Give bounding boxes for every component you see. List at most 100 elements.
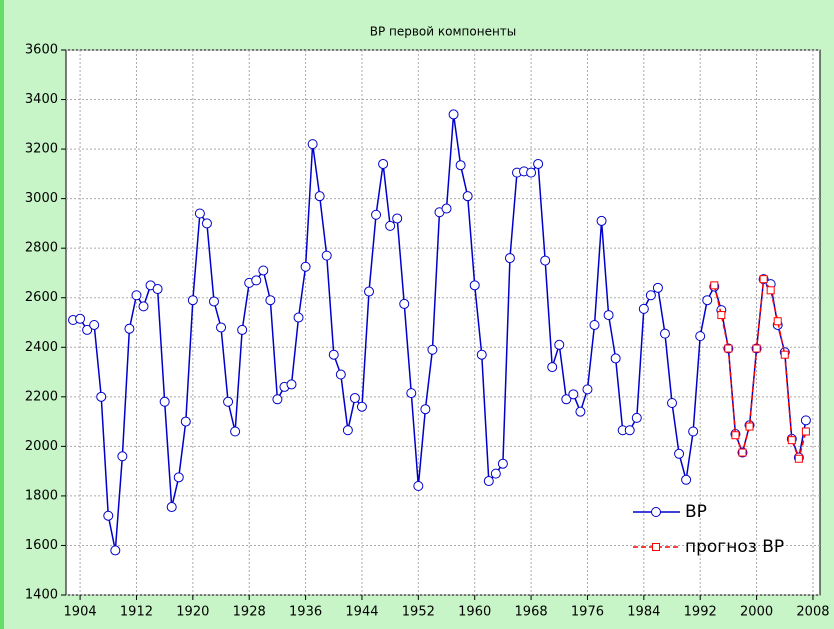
data-point xyxy=(533,158,544,169)
data-point xyxy=(216,322,227,333)
x-tick-label: 1912 xyxy=(120,605,153,620)
data-point xyxy=(131,290,142,301)
data-point xyxy=(547,362,558,373)
x-tick-label: 2008 xyxy=(796,605,829,620)
data-point xyxy=(794,454,803,463)
y-tick-label: 3400 xyxy=(25,92,58,107)
data-point xyxy=(681,474,692,485)
y-tick-label: 1600 xyxy=(25,538,58,553)
data-point xyxy=(314,191,325,202)
data-point xyxy=(138,301,149,312)
data-point xyxy=(702,295,713,306)
data-point xyxy=(166,502,177,513)
data-point xyxy=(568,389,579,400)
data-point xyxy=(286,379,297,390)
data-point xyxy=(117,451,128,462)
data-point xyxy=(103,510,114,521)
data-point xyxy=(710,281,719,290)
x-tick-label: 1928 xyxy=(233,605,266,620)
data-point xyxy=(349,393,360,404)
y-tick-label: 2000 xyxy=(25,439,58,454)
legend-label: ВР xyxy=(685,502,707,522)
data-point xyxy=(659,328,670,339)
data-point xyxy=(766,286,775,295)
data-point xyxy=(124,323,135,334)
data-point xyxy=(201,218,212,229)
y-tick-label: 1400 xyxy=(25,588,58,603)
x-tick-label: 1936 xyxy=(289,605,322,620)
data-point xyxy=(801,427,810,436)
data-point xyxy=(787,436,796,445)
data-point xyxy=(603,310,614,321)
data-point xyxy=(328,349,339,360)
data-point xyxy=(152,284,163,295)
series-line xyxy=(713,276,807,462)
y-tick-label: 2800 xyxy=(25,241,58,256)
data-point xyxy=(455,160,466,171)
data-point xyxy=(335,369,346,380)
data-point xyxy=(695,331,706,342)
x-tick-label: 1968 xyxy=(515,605,548,620)
data-point xyxy=(610,353,621,364)
data-point xyxy=(773,317,782,326)
data-point xyxy=(490,468,501,479)
data-point xyxy=(462,191,473,202)
data-point xyxy=(476,349,487,360)
data-point xyxy=(272,394,283,405)
chart-title: ВР первой компоненты xyxy=(370,25,517,39)
legend-marker xyxy=(651,507,661,517)
legend-label: прогноз ВР xyxy=(685,537,784,557)
x-tick-label: 1976 xyxy=(571,605,604,620)
data-point xyxy=(187,295,198,306)
data-point xyxy=(321,250,332,261)
data-point xyxy=(237,324,248,335)
data-point xyxy=(110,545,121,556)
data-point xyxy=(652,282,663,293)
data-point xyxy=(483,476,494,487)
data-point xyxy=(180,416,191,427)
legend-marker xyxy=(652,543,660,551)
data-point xyxy=(420,404,431,415)
data-point xyxy=(173,472,184,483)
data-point xyxy=(194,208,205,219)
y-tick-label: 2400 xyxy=(25,340,58,355)
data-point xyxy=(230,426,241,437)
data-point xyxy=(251,275,262,286)
x-tick-label: 1944 xyxy=(345,605,378,620)
x-tick-label: 2000 xyxy=(740,605,773,620)
data-point xyxy=(364,286,375,297)
y-tick-label: 3600 xyxy=(25,43,58,58)
data-point xyxy=(589,319,600,330)
data-point xyxy=(307,139,318,150)
data-point xyxy=(674,448,685,459)
data-point xyxy=(356,401,367,412)
data-point xyxy=(575,406,586,417)
data-point xyxy=(469,280,480,291)
data-point xyxy=(378,158,389,169)
data-point xyxy=(631,412,642,423)
data-point xyxy=(540,255,551,266)
data-point xyxy=(441,203,452,214)
data-point xyxy=(208,296,219,307)
data-point xyxy=(752,344,761,353)
data-point xyxy=(504,253,515,264)
data-point xyxy=(561,394,572,405)
data-point xyxy=(800,415,811,426)
data-point xyxy=(399,298,410,309)
data-point xyxy=(89,319,100,330)
edge-stripe xyxy=(0,0,4,629)
data-point xyxy=(75,313,86,324)
data-point xyxy=(645,290,656,301)
data-point xyxy=(596,215,607,226)
x-tick-label: 1904 xyxy=(64,605,97,620)
x-tick-label: 1952 xyxy=(402,605,435,620)
y-tick-label: 2200 xyxy=(25,389,58,404)
data-point xyxy=(582,384,593,395)
data-point xyxy=(258,265,269,276)
data-point xyxy=(745,422,754,431)
data-point xyxy=(731,431,740,440)
x-tick-label: 1920 xyxy=(176,605,209,620)
data-point xyxy=(427,344,438,355)
x-tick-label: 1984 xyxy=(627,605,660,620)
